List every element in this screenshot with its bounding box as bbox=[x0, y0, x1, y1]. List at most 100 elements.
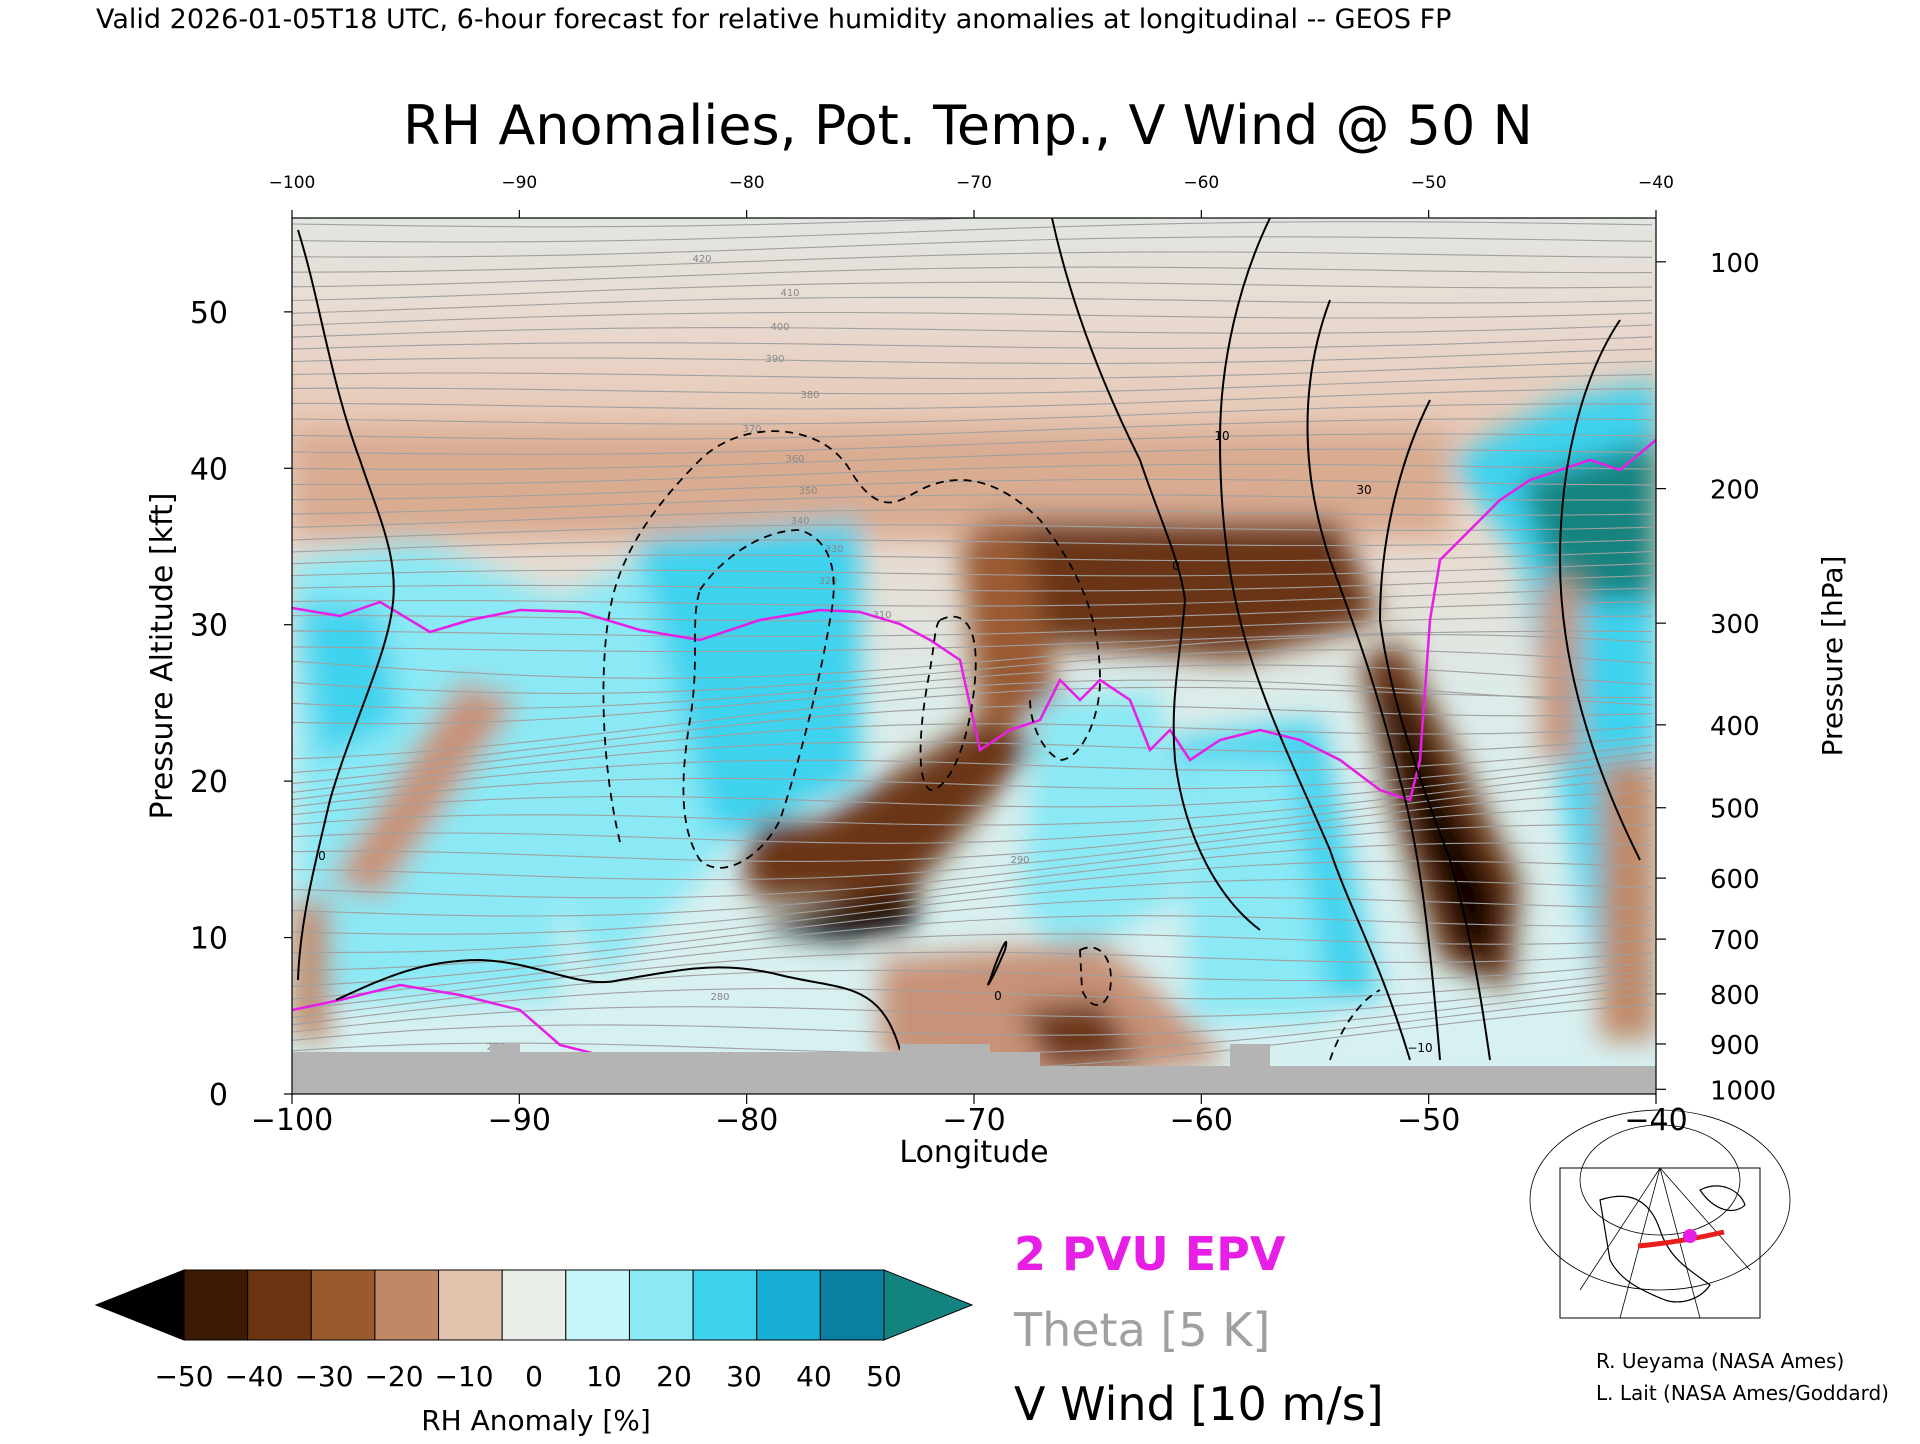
theta-contour bbox=[292, 758, 1653, 827]
rh-moist-central-2 bbox=[560, 560, 720, 980]
theta-contour bbox=[292, 374, 1653, 395]
y-tick-label: 0 bbox=[209, 1078, 228, 1113]
map-graticule bbox=[1579, 1124, 1741, 1236]
pressure-tick-label: 500 bbox=[1710, 795, 1760, 825]
theta-contour bbox=[292, 933, 1653, 1000]
x-axis-title: Longitude bbox=[899, 1135, 1048, 1170]
theta-contour bbox=[292, 897, 1653, 971]
map-meridian bbox=[1659, 1167, 1751, 1271]
colorbar-segment bbox=[565, 1269, 630, 1341]
theta-contour bbox=[292, 311, 1653, 326]
legend-epv: 2 PVU EPV bbox=[1014, 1227, 1286, 1281]
v-wind-negative-contours bbox=[602, 430, 1381, 1061]
pressure-tick-label: 600 bbox=[1710, 865, 1760, 895]
pressure-tick-label: 800 bbox=[1710, 981, 1760, 1011]
y-axis-title-right: Pressure [hPa] bbox=[1816, 556, 1849, 757]
theta-label: 360 bbox=[785, 454, 804, 465]
colorbar-segment bbox=[310, 1269, 376, 1341]
rh-dry-far-east-pillar bbox=[1540, 580, 1580, 760]
x-tick-label: −80 bbox=[715, 1103, 778, 1138]
theta-contour bbox=[292, 266, 1653, 288]
theta-contour bbox=[292, 951, 1653, 1010]
theta-contour bbox=[292, 388, 1653, 410]
x-tick-label-top: −80 bbox=[729, 173, 765, 193]
wind-contour-label: 0 bbox=[1172, 559, 1180, 573]
theta-contour bbox=[292, 524, 1653, 541]
wind-contour-label: 30 bbox=[1356, 483, 1371, 497]
x-tick-label: −90 bbox=[488, 1103, 551, 1138]
theta-label: 400 bbox=[770, 322, 789, 333]
axis-ticks: −100−100−90−90−80−80−70−70−60−60−50−50−4… bbox=[190, 173, 1776, 1138]
colorbar-tick-label: −50 bbox=[154, 1360, 213, 1393]
y-tick-label: 50 bbox=[190, 296, 228, 331]
x-tick-label-top: −60 bbox=[1183, 173, 1219, 193]
colorbar-segment bbox=[247, 1269, 312, 1341]
pressure-tick-label: 100 bbox=[1710, 249, 1760, 279]
theta-contour bbox=[292, 360, 1653, 381]
v-wind-contour bbox=[1218, 218, 1411, 1061]
theta-label: 370 bbox=[742, 424, 761, 435]
theta-contour bbox=[292, 806, 1653, 883]
colorbar-tick-label: 30 bbox=[726, 1360, 762, 1393]
v-wind-contour bbox=[1558, 319, 1641, 861]
legend: 2 PVU EPV Theta [5 K] V Wind [10 m/s] bbox=[1013, 1227, 1384, 1431]
theta-contour bbox=[292, 251, 1653, 273]
rh-moist-mid-east bbox=[1020, 690, 1180, 960]
cross-section-track bbox=[1637, 1229, 1725, 1249]
theta-label: 340 bbox=[790, 516, 809, 527]
theta-contour bbox=[292, 403, 1652, 425]
colorbar-segment bbox=[438, 1269, 503, 1341]
theta-contour bbox=[292, 336, 1653, 352]
pressure-tick-label: 900 bbox=[1710, 1031, 1760, 1061]
colorbar-tick-label: −10 bbox=[434, 1360, 493, 1393]
theta-label: 280 bbox=[710, 992, 729, 1003]
y-tick-label: 10 bbox=[190, 922, 228, 957]
theta-contour bbox=[292, 679, 1653, 725]
v-wind-contour bbox=[297, 229, 395, 981]
pressure-tick-label: 300 bbox=[1710, 610, 1760, 640]
theta-contour bbox=[292, 509, 1653, 528]
theta-contour bbox=[292, 878, 1653, 953]
y-axis-title-left: Pressure Altitude [kft] bbox=[145, 493, 180, 820]
theta-label: 320 bbox=[818, 576, 837, 587]
colorbar-lower-extension bbox=[94, 1269, 185, 1341]
colorbar-segment bbox=[374, 1269, 440, 1341]
cross-section-marker bbox=[1683, 1229, 1697, 1243]
theta-contour bbox=[292, 551, 1653, 565]
chart-title: RH Anomalies, Pot. Temp., V Wind @ 50 N bbox=[403, 94, 1533, 157]
theta-contour bbox=[292, 574, 1653, 594]
theta-contour bbox=[292, 984, 1653, 1054]
colorbar-segment bbox=[819, 1269, 885, 1341]
colorbar-tick-label: 40 bbox=[796, 1360, 832, 1393]
rh-moist-upper-east-core bbox=[1520, 440, 1656, 600]
x-tick-label: −40 bbox=[1624, 1103, 1687, 1138]
legend-theta: Theta [5 K] bbox=[1013, 1303, 1270, 1357]
map-meridian bbox=[1579, 1167, 1661, 1291]
theta-contour bbox=[292, 494, 1653, 515]
colorbar-segment bbox=[628, 1269, 694, 1341]
colorbar-tick-label: −30 bbox=[294, 1360, 353, 1393]
v-wind-contour-negative bbox=[602, 430, 1101, 843]
theta-contour bbox=[292, 221, 1653, 243]
theta-contour bbox=[292, 664, 1653, 710]
theta-contour bbox=[292, 777, 1653, 855]
rh-dry-streak-east-core bbox=[1380, 680, 1500, 970]
theta-label: 410 bbox=[780, 288, 799, 299]
valid-line: Valid 2026-01-05T18 UTC, 6-hour forecast… bbox=[96, 4, 1451, 35]
theta-label: 350 bbox=[798, 486, 817, 497]
v-wind-contour-negative bbox=[682, 529, 835, 869]
colorbar-tick-label: 10 bbox=[586, 1360, 622, 1393]
theta-contour bbox=[292, 915, 1653, 987]
theta-contour bbox=[292, 539, 1653, 553]
x-tick-label: −50 bbox=[1397, 1103, 1460, 1138]
colorbar-segment bbox=[183, 1269, 249, 1341]
y-tick-label: 30 bbox=[190, 609, 228, 644]
colorbar-label: RH Anomaly [%] bbox=[421, 1404, 651, 1437]
theta-contour bbox=[292, 448, 1653, 470]
pressure-tick-label: 200 bbox=[1710, 476, 1760, 506]
colorbar-tick-label: −40 bbox=[224, 1360, 283, 1393]
pressure-tick-label: 1000 bbox=[1710, 1076, 1776, 1106]
v-wind-contour bbox=[1306, 299, 1441, 1061]
theta-contour bbox=[292, 418, 1653, 440]
